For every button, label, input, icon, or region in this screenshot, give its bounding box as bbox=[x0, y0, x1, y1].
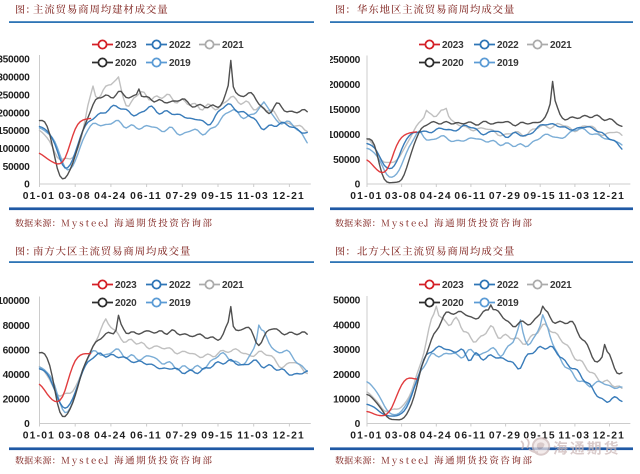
svg-text:03-08: 03-08 bbox=[58, 191, 90, 202]
svg-text:06-11: 06-11 bbox=[454, 191, 486, 202]
svg-text:250000: 250000 bbox=[0, 90, 30, 101]
svg-text:2022: 2022 bbox=[497, 40, 519, 51]
svg-text:04-24: 04-24 bbox=[94, 191, 126, 202]
svg-text:20000: 20000 bbox=[333, 370, 360, 381]
svg-text:01-01: 01-01 bbox=[23, 191, 55, 202]
svg-text:03-08: 03-08 bbox=[58, 431, 90, 442]
svg-text:2021: 2021 bbox=[550, 280, 572, 291]
svg-text:01-01: 01-01 bbox=[350, 431, 382, 442]
svg-text:20000: 20000 bbox=[3, 395, 30, 406]
svg-text:01-01: 01-01 bbox=[23, 431, 55, 442]
svg-text:12-21: 12-21 bbox=[593, 191, 625, 202]
svg-text:0: 0 bbox=[24, 180, 30, 191]
svg-text:0: 0 bbox=[24, 419, 30, 430]
svg-text:07-29: 07-29 bbox=[166, 431, 198, 442]
svg-text:50000: 50000 bbox=[333, 296, 360, 307]
svg-text:11-03: 11-03 bbox=[558, 431, 590, 442]
svg-text:2021: 2021 bbox=[222, 40, 244, 51]
svg-text:150000: 150000 bbox=[328, 105, 361, 116]
svg-text:2023: 2023 bbox=[115, 40, 137, 51]
svg-text:30000: 30000 bbox=[333, 345, 360, 356]
svg-text:200000: 200000 bbox=[0, 108, 30, 119]
svg-text:80000: 80000 bbox=[3, 321, 30, 332]
svg-text:09-15: 09-15 bbox=[523, 191, 555, 202]
svg-text:2019: 2019 bbox=[497, 58, 519, 69]
svg-text:09-15: 09-15 bbox=[523, 431, 555, 442]
svg-text:100000: 100000 bbox=[328, 130, 361, 141]
svg-text:12-21: 12-21 bbox=[273, 431, 305, 442]
svg-text:2019: 2019 bbox=[169, 58, 191, 69]
svg-text:40000: 40000 bbox=[3, 370, 30, 381]
svg-text:350000: 350000 bbox=[0, 55, 30, 66]
svg-text:03-08: 03-08 bbox=[385, 191, 417, 202]
svg-text:04-24: 04-24 bbox=[94, 431, 126, 442]
svg-text:0: 0 bbox=[355, 180, 361, 191]
svg-text:04-24: 04-24 bbox=[420, 431, 452, 442]
svg-text:2023: 2023 bbox=[442, 280, 464, 291]
svg-text:07-29: 07-29 bbox=[489, 191, 521, 202]
svg-text:2020: 2020 bbox=[442, 298, 464, 309]
svg-text:06-11: 06-11 bbox=[454, 431, 486, 442]
svg-text:01-01: 01-01 bbox=[350, 191, 382, 202]
svg-text:07-29: 07-29 bbox=[489, 431, 521, 442]
svg-text:06-11: 06-11 bbox=[130, 191, 162, 202]
svg-text:2021: 2021 bbox=[550, 40, 572, 51]
svg-text:2022: 2022 bbox=[169, 40, 191, 51]
svg-text:11-03: 11-03 bbox=[558, 191, 590, 202]
svg-text:2022: 2022 bbox=[169, 280, 191, 291]
svg-text:50000: 50000 bbox=[3, 162, 30, 173]
svg-text:10000: 10000 bbox=[333, 395, 360, 406]
svg-text:12-21: 12-21 bbox=[593, 431, 625, 442]
svg-text:09-15: 09-15 bbox=[201, 431, 233, 442]
svg-text:2020: 2020 bbox=[115, 58, 137, 69]
svg-text:2019: 2019 bbox=[169, 298, 191, 309]
svg-text:11-03: 11-03 bbox=[237, 431, 269, 442]
svg-text:2022: 2022 bbox=[497, 280, 519, 291]
svg-text:2023: 2023 bbox=[442, 40, 464, 51]
svg-text:03-08: 03-08 bbox=[385, 431, 417, 442]
svg-text:100000: 100000 bbox=[0, 144, 30, 155]
svg-text:300000: 300000 bbox=[0, 73, 30, 84]
svg-text:06-11: 06-11 bbox=[130, 431, 162, 442]
svg-text:07-29: 07-29 bbox=[166, 191, 198, 202]
svg-text:2020: 2020 bbox=[115, 298, 137, 309]
svg-text:2021: 2021 bbox=[222, 280, 244, 291]
svg-text:40000: 40000 bbox=[333, 320, 360, 331]
svg-text:11-03: 11-03 bbox=[237, 191, 269, 202]
svg-text:0: 0 bbox=[355, 419, 361, 430]
svg-text:12-21: 12-21 bbox=[273, 191, 305, 202]
svg-text:60000: 60000 bbox=[3, 345, 30, 356]
svg-text:200000: 200000 bbox=[328, 80, 361, 91]
svg-text:150000: 150000 bbox=[0, 126, 30, 137]
svg-text:2020: 2020 bbox=[442, 58, 464, 69]
svg-text:250000: 250000 bbox=[328, 55, 361, 66]
svg-text:2023: 2023 bbox=[115, 280, 137, 291]
svg-text:50000: 50000 bbox=[333, 155, 360, 166]
svg-text:04-24: 04-24 bbox=[420, 191, 452, 202]
svg-text:100000: 100000 bbox=[0, 296, 30, 307]
svg-text:09-15: 09-15 bbox=[201, 191, 233, 202]
svg-text:2019: 2019 bbox=[497, 298, 519, 309]
